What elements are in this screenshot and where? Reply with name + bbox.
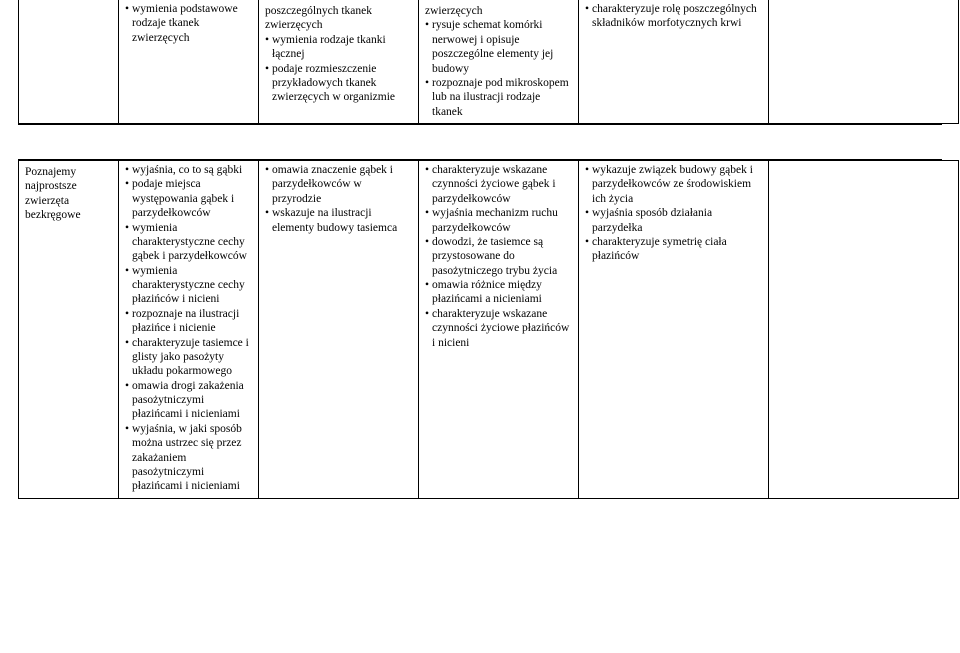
bullet-list: omawia znaczenie gąbek i parzydełkowców … <box>265 163 412 235</box>
page: wymienia podstawowe rodzaje tkanek zwier… <box>0 0 960 653</box>
bullet-list: wymienia rodzaje tkanki łącznejpodaje ro… <box>265 33 412 105</box>
cell: wykazuje związek budowy gąbek i parzydeł… <box>579 161 769 499</box>
list-item: wymienia podstawowe rodzaje tkanek zwier… <box>125 2 252 45</box>
list-item: charakteryzuje wskazane czynności życiow… <box>425 307 572 350</box>
bullet-list: rysuje schemat komórki nerwowej i opisuj… <box>425 18 572 119</box>
bullet-list: wyjaśnia, co to są gąbkipodaje miejsca w… <box>125 163 252 494</box>
curriculum-table-top: wymienia podstawowe rodzaje tkanek zwier… <box>18 0 959 124</box>
cell-empty <box>769 161 959 499</box>
list-item: rysuje schemat komórki nerwowej i opisuj… <box>425 18 572 76</box>
list-item: charakteryzuje tasiemce i glisty jako pa… <box>125 336 252 379</box>
table-row: Poznajemy najprostsze zwierzęta bezkręgo… <box>19 161 959 499</box>
curriculum-table-bottom: Poznajemy najprostsze zwierzęta bezkręgo… <box>18 160 959 499</box>
list-item: wymienia charakterystyczne cechy płazińc… <box>125 264 252 307</box>
cell: charakteryzuje rolę poszczególnych skład… <box>579 0 769 124</box>
cell: zwierzęcychrysuje schemat komórki nerwow… <box>419 0 579 124</box>
list-item: podaje rozmieszczenie przykładowych tkan… <box>265 62 412 105</box>
list-item: wskazuje na ilustracji elementy budowy t… <box>265 206 412 235</box>
list-item: wymienia charakterystyczne cechy gąbek i… <box>125 221 252 264</box>
list-item: charakteryzuje wskazane czynności życiow… <box>425 163 572 206</box>
continuation-text: poszczególnych tkanek zwierzęcych <box>265 2 412 33</box>
table-gap <box>18 124 942 160</box>
bullet-list: wymienia podstawowe rodzaje tkanek zwier… <box>125 2 252 45</box>
cell: charakteryzuje wskazane czynności życiow… <box>419 161 579 499</box>
list-item: dowodzi, że tasiemce są przystosowane do… <box>425 235 572 278</box>
cell: wyjaśnia, co to są gąbkipodaje miejsca w… <box>119 161 259 499</box>
list-item: wykazuje związek budowy gąbek i parzydeł… <box>585 163 762 206</box>
list-item: wyjaśnia mechanizm ruchu parzydełkowców <box>425 206 572 235</box>
cell-empty <box>769 0 959 124</box>
cell: omawia znaczenie gąbek i parzydełkowców … <box>259 161 419 499</box>
table-row: wymienia podstawowe rodzaje tkanek zwier… <box>19 0 959 124</box>
cell-empty <box>19 0 119 124</box>
cell: poszczególnych tkanek zwierzęcychwymieni… <box>259 0 419 124</box>
list-item: wyjaśnia sposób działania parzydełka <box>585 206 762 235</box>
bullet-list: wykazuje związek budowy gąbek i parzydeł… <box>585 163 762 264</box>
list-item: omawia znaczenie gąbek i parzydełkowców … <box>265 163 412 206</box>
list-item: wyjaśnia, w jaki sposób można ustrzec si… <box>125 422 252 494</box>
row-header: Poznajemy najprostsze zwierzęta bezkręgo… <box>19 161 119 499</box>
list-item: wyjaśnia, co to są gąbki <box>125 163 252 177</box>
continuation-text: zwierzęcych <box>425 2 572 18</box>
list-item: omawia drogi zakażenia pasożytniczymi pł… <box>125 379 252 422</box>
list-item: charakteryzuje symetrię ciała płazińców <box>585 235 762 264</box>
bullet-list: charakteryzuje wskazane czynności życiow… <box>425 163 572 350</box>
list-item: podaje miejsca występowania gąbek i parz… <box>125 177 252 220</box>
cell: wymienia podstawowe rodzaje tkanek zwier… <box>119 0 259 124</box>
list-item: omawia różnice między płazińcami a nicie… <box>425 278 572 307</box>
list-item: rozpoznaje pod mikroskopem lub na ilustr… <box>425 76 572 119</box>
list-item: wymienia rodzaje tkanki łącznej <box>265 33 412 62</box>
list-item: rozpoznaje na ilustracji płazińce i nici… <box>125 307 252 336</box>
list-item: charakteryzuje rolę poszczególnych skład… <box>585 2 762 31</box>
bullet-list: charakteryzuje rolę poszczególnych skład… <box>585 2 762 31</box>
topic-title: Poznajemy najprostsze zwierzęta bezkręgo… <box>25 163 112 223</box>
